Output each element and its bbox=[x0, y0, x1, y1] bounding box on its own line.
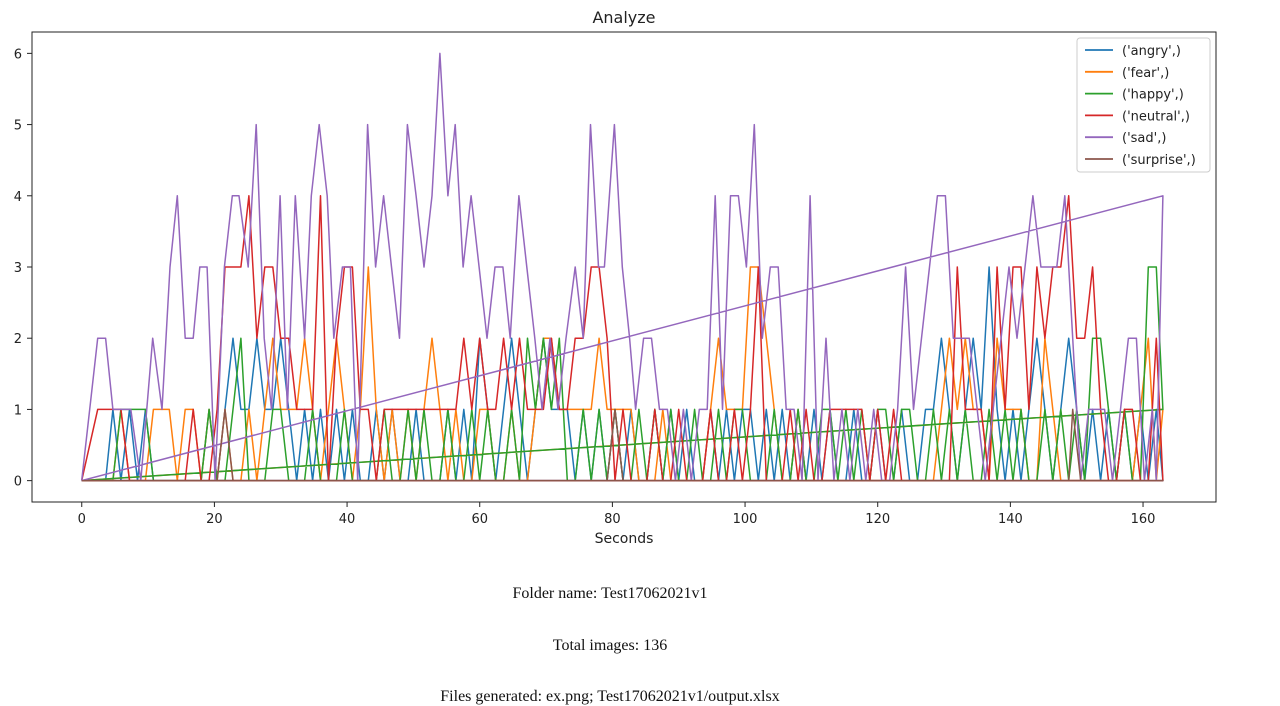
x-tick-label: 120 bbox=[865, 512, 890, 527]
y-tick-label: 2 bbox=[14, 332, 22, 347]
files-generated-text: Files generated: ex.png; Test17062021v1/… bbox=[440, 688, 780, 705]
x-axis: 0 20 40 60 80 100 120 140 160 bbox=[78, 502, 1156, 527]
series-line-sad bbox=[80, 52, 1164, 482]
x-tick-label: 100 bbox=[733, 512, 758, 527]
legend-label: ('surprise',) bbox=[1122, 153, 1196, 168]
y-tick-label: 4 bbox=[14, 190, 22, 205]
chart-title: Analyze bbox=[592, 8, 655, 27]
x-tick-label: 20 bbox=[206, 512, 223, 527]
legend-label: ('happy',) bbox=[1122, 88, 1184, 103]
x-tick-label: 60 bbox=[471, 512, 488, 527]
series-line-surprise bbox=[81, 408, 1164, 482]
legend-label: ('sad',) bbox=[1122, 131, 1166, 146]
y-tick-label: 1 bbox=[14, 403, 22, 418]
y-tick-label: 5 bbox=[14, 119, 22, 134]
total-images-text: Total images: 136 bbox=[552, 637, 668, 654]
y-axis: 0 1 2 3 4 5 6 bbox=[14, 47, 32, 490]
legend-label: ('neutral',) bbox=[1122, 109, 1190, 124]
y-tick-label: 3 bbox=[14, 261, 22, 276]
y-tick-label: 0 bbox=[14, 475, 22, 490]
chart: Analyze 0 20 40 60 80 100 120 140 160 0 1 2 3 4 5 6 Se… bbox=[14, 8, 1217, 547]
legend-label: ('fear',) bbox=[1122, 66, 1169, 81]
x-tick-label: 40 bbox=[339, 512, 356, 527]
y-tick-label: 6 bbox=[14, 47, 22, 62]
plot-frame bbox=[31, 31, 1217, 503]
x-tick-label: 140 bbox=[998, 512, 1023, 527]
x-tick-label: 80 bbox=[604, 512, 621, 527]
folder-name-text: Folder name: Test17062021v1 bbox=[512, 585, 708, 602]
x-tick-label: 0 bbox=[78, 512, 86, 527]
series-layer bbox=[80, 52, 1164, 482]
x-tick-label: 160 bbox=[1131, 512, 1156, 527]
legend-label: ('angry',) bbox=[1122, 44, 1181, 59]
x-axis-title: Seconds bbox=[595, 531, 654, 547]
legend: ('angry',) ('fear',) ('happy',) ('neutral',… bbox=[1076, 37, 1211, 173]
